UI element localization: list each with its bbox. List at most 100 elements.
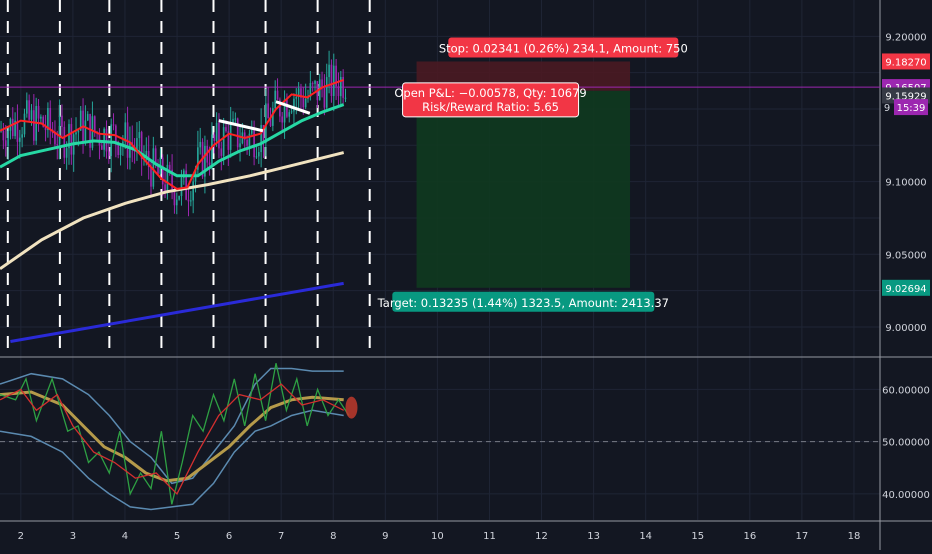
candle-body bbox=[283, 99, 286, 123]
candle-body bbox=[239, 143, 241, 148]
price-label-badge[interactable] bbox=[882, 53, 930, 70]
candle-body bbox=[86, 114, 89, 121]
oscillator-rsi-line bbox=[0, 363, 350, 505]
candle-body bbox=[293, 98, 295, 112]
candle-body bbox=[187, 199, 190, 202]
time-tick-label: 15 bbox=[691, 531, 704, 542]
price-tick-label: 9.05000 bbox=[885, 250, 926, 261]
candle-body bbox=[272, 108, 274, 126]
price-tick-label: 9.20000 bbox=[885, 32, 926, 43]
moving-averages bbox=[0, 78, 345, 271]
countdown-text: 15:39 bbox=[897, 103, 926, 114]
trend-lines[interactable] bbox=[10, 100, 344, 343]
candle-body bbox=[215, 122, 218, 142]
candle-body bbox=[192, 181, 195, 201]
candle-body bbox=[100, 145, 103, 150]
time-tick-label: 12 bbox=[535, 531, 548, 542]
time-tick-label: 6 bbox=[226, 531, 232, 542]
candle-body bbox=[16, 120, 19, 142]
oscillator-rsi-ma-line bbox=[0, 390, 344, 483]
candle-body bbox=[225, 127, 227, 132]
candle-body bbox=[93, 116, 96, 133]
candle-body bbox=[279, 99, 281, 117]
candle-body bbox=[290, 111, 293, 113]
candle-body bbox=[145, 150, 148, 157]
time-axis[interactable]: 2 3 4 5 6 7 8 9 10 11 12 13 14 15 16 17 18 bbox=[18, 531, 861, 542]
time-tick-label: 4 bbox=[122, 531, 128, 542]
take-profit-zone[interactable] bbox=[416, 90, 631, 288]
price-axis[interactable]: 9.20000 9.10000 9.05000 9.00000 60.00000 50.0… bbox=[882, 32, 930, 501]
candle-body bbox=[30, 110, 33, 120]
trend-line[interactable] bbox=[10, 281, 344, 343]
trend-line[interactable] bbox=[275, 100, 311, 115]
price-label-text: 9.02694 bbox=[885, 284, 926, 295]
candle-body bbox=[255, 156, 258, 158]
time-tick-label: 8 bbox=[330, 531, 336, 542]
candle-body bbox=[152, 148, 155, 187]
time-tick-label: 5 bbox=[174, 531, 180, 542]
position-labels: Stop: 0.02341 (0.26%) 234.1, Amount: 750… bbox=[377, 37, 688, 312]
candle-body bbox=[103, 128, 105, 150]
candle-body bbox=[129, 142, 131, 158]
oscillator-tick-label: 40.00000 bbox=[882, 490, 930, 501]
candle-body bbox=[178, 195, 180, 200]
stop-label-box bbox=[448, 37, 679, 58]
candle-body bbox=[213, 134, 216, 142]
candle-body bbox=[190, 200, 192, 202]
candle-body bbox=[325, 77, 328, 108]
candle-body bbox=[2, 130, 5, 141]
candle-body bbox=[330, 64, 333, 97]
candle-body bbox=[197, 147, 199, 170]
candle-body bbox=[89, 114, 91, 148]
candle-body bbox=[84, 120, 87, 142]
candle-body bbox=[117, 141, 120, 156]
candle-body bbox=[110, 124, 112, 157]
candle-body bbox=[302, 97, 305, 108]
price-label-badge[interactable] bbox=[882, 279, 930, 296]
candle-body bbox=[23, 113, 26, 135]
candle-body bbox=[344, 97, 347, 99]
candle-body bbox=[332, 65, 335, 97]
candle-body bbox=[288, 112, 291, 117]
candle-body bbox=[286, 99, 288, 117]
trend-line[interactable] bbox=[218, 119, 264, 133]
candle-body bbox=[267, 103, 269, 119]
time-tick-label: 3 bbox=[70, 531, 76, 542]
candle-body bbox=[281, 116, 284, 123]
candle-body bbox=[260, 125, 262, 153]
candle-body bbox=[4, 140, 7, 147]
candle-body bbox=[182, 170, 185, 178]
ema-mid-line bbox=[0, 103, 345, 178]
candle-body bbox=[250, 129, 253, 134]
candle-body bbox=[79, 110, 82, 131]
candle-body bbox=[56, 144, 59, 146]
candle-body bbox=[75, 132, 77, 135]
candle-body bbox=[276, 90, 279, 100]
candle-body bbox=[98, 133, 101, 146]
candle-body bbox=[257, 152, 260, 157]
candle-body bbox=[243, 132, 246, 140]
candle-body bbox=[161, 157, 164, 185]
candle-body bbox=[49, 108, 52, 130]
candle-body bbox=[37, 106, 40, 119]
candle-body bbox=[166, 164, 169, 193]
oscillator-lower-band-line bbox=[0, 409, 344, 511]
time-tick-label: 9 bbox=[382, 531, 388, 542]
candle-body bbox=[211, 134, 213, 165]
candle-body bbox=[232, 118, 234, 124]
candle-body bbox=[44, 126, 47, 131]
target-label-box bbox=[392, 291, 655, 312]
candle-body bbox=[68, 124, 70, 149]
candle-body bbox=[300, 88, 302, 98]
candle-body bbox=[58, 115, 61, 145]
oscillator-rsi-fast-line bbox=[0, 383, 344, 495]
candle-body bbox=[154, 148, 157, 165]
candle-body bbox=[269, 118, 272, 126]
time-tick-label: 10 bbox=[431, 531, 444, 542]
candle-body bbox=[304, 98, 307, 108]
time-tick-label: 11 bbox=[483, 531, 496, 542]
pnl-label-text: Open P&L: −0.00578, Qty: 10679 bbox=[394, 86, 586, 100]
candle-body bbox=[40, 116, 42, 119]
